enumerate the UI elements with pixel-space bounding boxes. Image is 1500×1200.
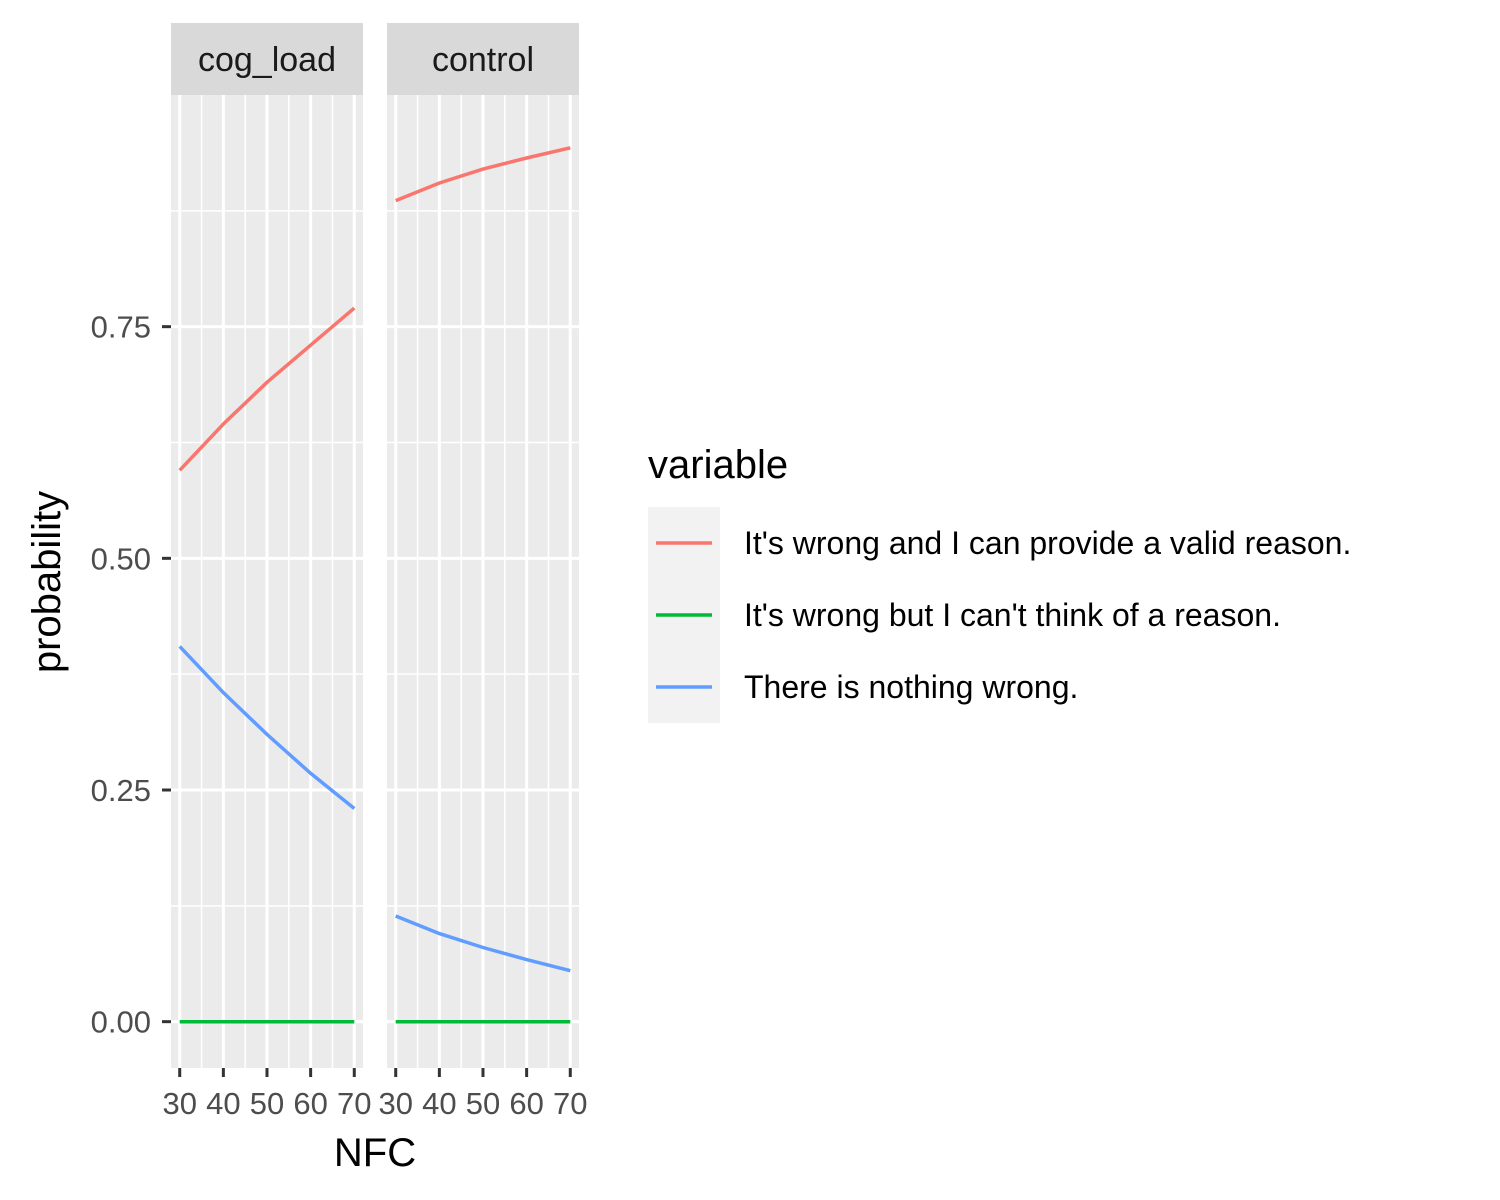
facet-strip [387, 23, 579, 95]
x-axis-title: NFC [334, 1131, 416, 1175]
legend-label: It's wrong but I can't think of a reason… [744, 597, 1281, 633]
x-tick-label: 60 [509, 1086, 543, 1121]
series-line [395, 914, 571, 973]
legend-title: variable [648, 443, 788, 487]
legend-label: It's wrong and I can provide a valid rea… [744, 525, 1351, 561]
x-tick-label: 30 [162, 1086, 196, 1121]
panels-layer: cog_load control [171, 23, 579, 1068]
series-line [395, 146, 571, 203]
legend: variable It's wrong and I can provide a … [648, 443, 1351, 723]
y-tick-label: 0.00 [91, 1005, 151, 1040]
x-tick-label: 50 [466, 1086, 500, 1121]
y-axis-title: probability [25, 491, 69, 673]
series-line [178, 306, 356, 472]
x-axis: 30 40 50 60 70 30 40 50 60 70 [162, 1068, 588, 1121]
legend-item: It's wrong but I can't think of a reason… [648, 579, 1281, 651]
legend-item: It's wrong and I can provide a valid rea… [648, 507, 1351, 579]
facet-strip-label: cog_load [198, 41, 336, 79]
x-tick-label: 40 [206, 1086, 240, 1121]
y-tick-label: 0.25 [91, 773, 151, 808]
x-tick-label: 70 [553, 1086, 587, 1121]
legend-label: There is nothing wrong. [744, 669, 1078, 705]
x-tick-label: 60 [293, 1086, 327, 1121]
x-tick-label: 50 [250, 1086, 284, 1121]
facet-strip [171, 23, 363, 95]
facet-strip-label: control [432, 41, 534, 79]
x-tick-label: 30 [378, 1086, 412, 1121]
y-tick-label: 0.50 [91, 541, 151, 576]
legend-item: There is nothing wrong. [648, 651, 1078, 723]
panel-control: control [387, 23, 579, 1068]
x-tick-label: 70 [337, 1086, 371, 1121]
x-tick-label: 40 [422, 1086, 456, 1121]
y-tick-label: 0.75 [91, 310, 151, 345]
panel-cog_load: cog_load [171, 23, 363, 1068]
series-line [178, 645, 356, 810]
y-axis: 0.00 0.25 0.50 0.75 [91, 310, 171, 1040]
